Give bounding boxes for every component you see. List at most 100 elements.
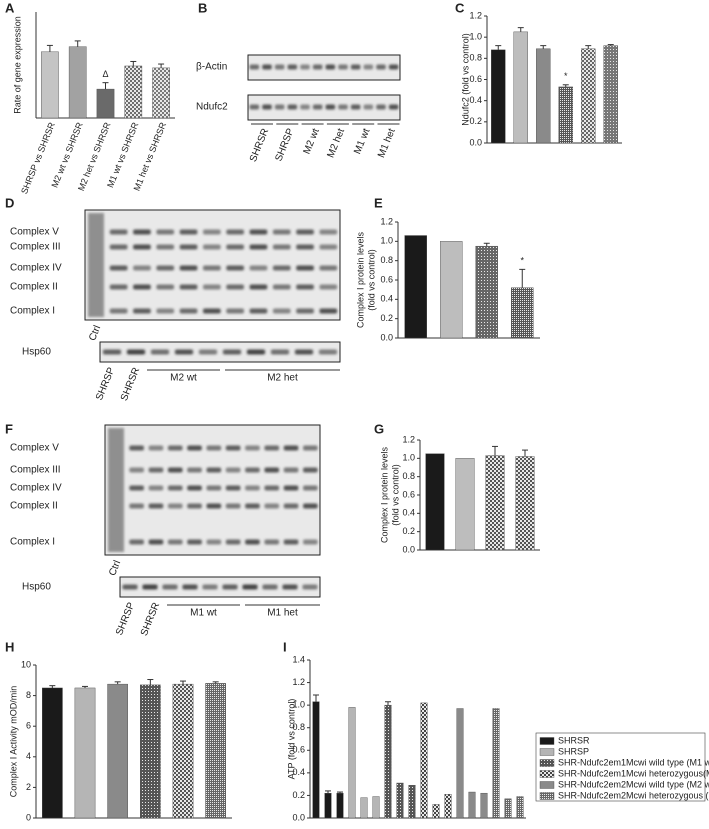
blot-band (129, 445, 144, 451)
band-label: Complex V (10, 443, 59, 454)
y-tick-label: 0.8 (402, 471, 415, 481)
y-tick-label: 0.4 (380, 294, 393, 304)
blot-band (148, 485, 164, 491)
blot-band (206, 467, 222, 473)
blot-band (319, 244, 338, 250)
blot-band (133, 308, 151, 314)
y-tick-label: 1.2 (292, 677, 305, 687)
y-tick-label: 0.6 (380, 274, 393, 284)
legend-label: SHR-Ndufc2em1Mcwi heterozygous(M1 het ) (558, 768, 709, 778)
blot-band (376, 64, 386, 70)
blot-band (222, 584, 238, 590)
blot-band (303, 485, 318, 491)
blot-band (249, 284, 268, 290)
blot-band (282, 584, 298, 590)
bar (468, 791, 476, 819)
bar (42, 687, 63, 819)
band-label: Complex II (10, 282, 58, 293)
bar (336, 792, 344, 819)
error-bar (46, 44, 53, 52)
annotation: * (564, 71, 568, 81)
blot-band (363, 104, 374, 110)
blot-band (283, 467, 299, 473)
blot-band (287, 104, 298, 110)
error-bar (483, 242, 490, 247)
blot-band (226, 229, 245, 235)
blot-band (296, 229, 314, 235)
lane-label: SHRSP (114, 601, 137, 637)
blot-band (249, 244, 268, 250)
y-tick-label: 0.2 (469, 116, 482, 126)
y-axis-label: Ndufc2 (fold vs control) (460, 33, 470, 126)
blot-band (245, 503, 260, 509)
blot-band (303, 503, 318, 509)
blot-band (274, 64, 285, 70)
bar (408, 785, 416, 819)
blot-band (167, 503, 183, 509)
blot-band (179, 284, 198, 290)
lane-label: M2 het (267, 373, 298, 384)
blot-band (148, 467, 164, 473)
bar (485, 455, 505, 551)
blot-band (179, 265, 198, 271)
lane-label: M1 het (267, 608, 298, 619)
blot-band (167, 467, 183, 473)
blot-band (109, 229, 128, 235)
blot-band (319, 284, 338, 290)
blot-band (133, 284, 151, 290)
error-bar (130, 60, 137, 66)
y-axis-label: Complex I protein levels (379, 446, 389, 543)
y-tick-label: 0.4 (402, 508, 415, 518)
bar (603, 45, 618, 144)
bar (432, 804, 440, 819)
y-tick-label: 1.0 (402, 453, 415, 463)
y-axis-label: (fold vs control) (366, 249, 376, 311)
blot-band (142, 584, 158, 590)
blot-band (283, 445, 299, 451)
y-axis-label: Complex I Activity mOD/min (8, 686, 18, 798)
legend-swatch (539, 781, 555, 789)
y-tick-label: 2 (26, 782, 31, 792)
legend-label: SHR-Ndufc2em1Mcwi wild type (M1 wt ) (558, 757, 709, 767)
blot-band (270, 349, 290, 355)
blot-band (206, 539, 222, 545)
bar (312, 701, 320, 819)
y-axis-label: ATP (fold vs control) (286, 699, 296, 780)
y-axis-label: Complex I protein levels (355, 231, 365, 328)
blot-band (225, 539, 241, 545)
error-bar (180, 680, 186, 685)
y-tick-label: 1.0 (469, 32, 482, 42)
blot-band (303, 467, 318, 473)
bar (205, 683, 226, 819)
bar (425, 453, 445, 551)
band-label: Complex V (10, 227, 59, 238)
bar (440, 241, 463, 339)
bar (107, 683, 128, 819)
blot-band (363, 64, 374, 70)
blot-band (187, 467, 202, 473)
bar (360, 797, 368, 819)
error-bar (147, 679, 154, 685)
lane-label: M2 wt (302, 127, 322, 156)
blot-band (319, 265, 338, 271)
panel-letter: I (283, 639, 287, 654)
error-bar (114, 681, 121, 685)
legend-swatch (539, 748, 555, 756)
blot-band (133, 229, 151, 235)
blot-band (249, 229, 268, 235)
blot-band (148, 445, 164, 451)
blot-band (283, 539, 299, 545)
panel-letter: A (5, 0, 15, 15)
blot-band (296, 284, 314, 290)
blot-band (262, 64, 272, 70)
blot-band (264, 485, 280, 491)
legend-label: SHRSP (558, 746, 589, 756)
y-tick-label: 0.8 (292, 722, 305, 732)
error-bar (495, 45, 502, 50)
lane-label: M1 het (376, 127, 398, 160)
y-tick-label: 8 (26, 690, 31, 700)
blot-band (264, 467, 280, 473)
blot-frame (99, 341, 341, 363)
bar (124, 65, 143, 119)
blot-band (242, 584, 258, 590)
